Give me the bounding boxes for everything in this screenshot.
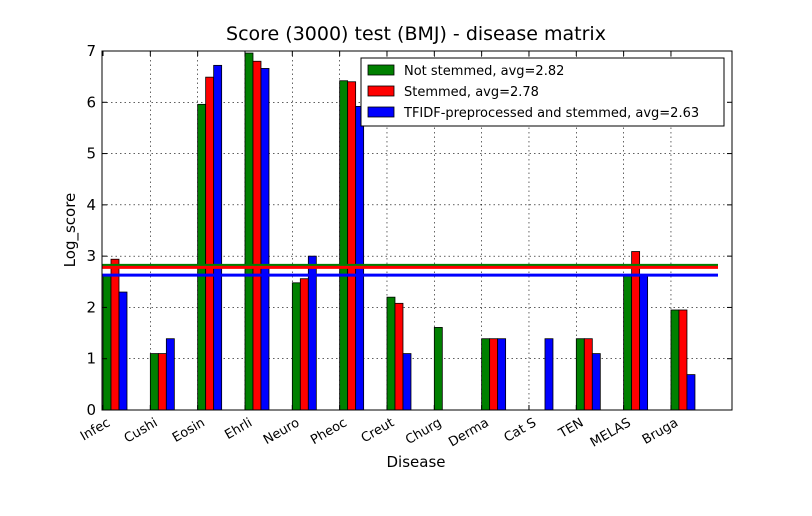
bar: [544, 338, 554, 411]
legend-swatch: [367, 64, 395, 76]
bar: [299, 278, 309, 411]
legend-label: Stemmed, avg=2.78: [404, 85, 539, 100]
bar: [481, 338, 491, 411]
y-tick-labels: 0 1 2 3 4 5 6 7: [86, 42, 96, 419]
legend-box: [360, 57, 725, 127]
bar: [591, 353, 601, 411]
bar: [260, 68, 270, 411]
legend-swatch: [367, 106, 395, 118]
bar: [102, 274, 112, 411]
bars: [102, 52, 696, 411]
y-tick-label: 2: [86, 298, 96, 316]
legend-swatch: [367, 85, 395, 97]
bar: [339, 80, 349, 411]
bar: [497, 338, 507, 411]
plot-frame: [101, 50, 733, 411]
axis-ticks: [102, 50, 732, 411]
bar: [402, 353, 412, 411]
bar: [307, 255, 317, 411]
bar: [197, 103, 207, 411]
bar: [639, 274, 649, 411]
bar: [110, 258, 120, 411]
bar: [213, 64, 223, 411]
bar: [244, 52, 254, 411]
bar: [118, 291, 128, 411]
bar: [433, 327, 443, 411]
bar: [157, 353, 167, 411]
average-lines: [102, 263, 718, 277]
bar: [347, 81, 357, 411]
x-axis-label: Disease: [387, 453, 446, 471]
bar: [678, 309, 688, 411]
y-tick-label: 5: [86, 145, 96, 163]
bar: [149, 353, 159, 411]
bar: [165, 338, 175, 411]
y-tick-label: 1: [86, 350, 96, 368]
y-tick-label: 4: [86, 196, 96, 214]
bar: [575, 338, 585, 411]
bar: [686, 374, 696, 411]
bar: [205, 76, 215, 411]
y-tick-label: 3: [86, 247, 96, 265]
chart-title: Score (3000) test (BMJ) - disease matrix: [226, 23, 606, 45]
legend-label: TFIDF-preprocessed and stemmed, avg=2.63: [403, 106, 699, 121]
bar: [489, 338, 499, 411]
bar: [394, 302, 404, 411]
bar: [252, 60, 262, 411]
bar: [670, 309, 680, 411]
bar: [386, 296, 396, 411]
bar: [291, 282, 301, 411]
bar: [583, 338, 593, 411]
bar: [623, 274, 633, 411]
y-tick-label: 6: [86, 93, 96, 111]
y-tick-label: 7: [86, 42, 96, 60]
bar: [355, 105, 365, 411]
legend-label: Not stemmed, avg=2.82: [404, 64, 564, 79]
y-axis-label: Log_score: [61, 193, 80, 268]
y-tick-label: 0: [86, 401, 96, 419]
legend: Not stemmed, avg=2.82 Stemmed, avg=2.78 TF…: [360, 57, 725, 127]
